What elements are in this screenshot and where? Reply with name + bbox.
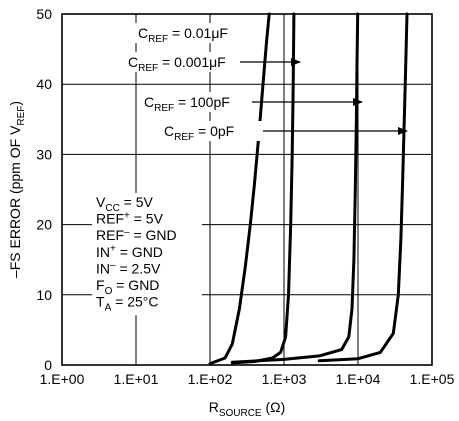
x-tick-label: 1.E+02 bbox=[188, 371, 233, 387]
series-line-4 bbox=[317, 12, 409, 363]
y-tick-label: 50 bbox=[36, 6, 52, 22]
x-tick-label: 1.E+05 bbox=[410, 371, 455, 387]
series-label-3: CREF = 100pF bbox=[144, 94, 230, 114]
condition-line: REF– = GND bbox=[96, 227, 177, 243]
series-label-background bbox=[135, 23, 247, 43]
x-axis-label: RSOURCE (Ω) bbox=[209, 399, 286, 419]
x-tick-label: 1.E+04 bbox=[336, 371, 381, 387]
y-tick-label: 0 bbox=[44, 357, 52, 373]
condition-line: REF+ = 5V bbox=[96, 210, 164, 226]
y-tick-label: 10 bbox=[36, 287, 52, 303]
plot-frame bbox=[61, 13, 433, 366]
series-label-4: CREF = 0pF bbox=[164, 123, 234, 143]
series-label-background bbox=[141, 92, 253, 112]
series-label-background bbox=[161, 121, 264, 141]
series-label-2: CREF = 0.001μF bbox=[128, 54, 226, 74]
y-axis-label: –FS ERROR (ppm OF VREF) bbox=[7, 101, 27, 278]
x-tick-label: 1.E+00 bbox=[40, 371, 85, 387]
series-label-background bbox=[125, 52, 241, 72]
y-tick-label: 30 bbox=[36, 146, 52, 162]
conditions-background bbox=[92, 193, 202, 316]
x-tick-label: 1.E+03 bbox=[262, 371, 307, 387]
series-label-1: CREF = 0.01μF bbox=[138, 25, 228, 45]
x-tick-label: 1.E+01 bbox=[114, 371, 159, 387]
condition-line: IN– = 2.5V bbox=[96, 260, 161, 276]
y-tick-label: 40 bbox=[36, 76, 52, 92]
series-line-3 bbox=[230, 12, 360, 364]
condition-line: IN+ = GND bbox=[96, 243, 163, 259]
condition-line: FO = GND bbox=[96, 277, 159, 297]
series-line-1 bbox=[208, 12, 271, 366]
y-tick-label: 20 bbox=[36, 217, 52, 233]
condition-line: VCC = 5V bbox=[96, 194, 154, 214]
condition-line: TA = 25°C bbox=[96, 294, 158, 314]
